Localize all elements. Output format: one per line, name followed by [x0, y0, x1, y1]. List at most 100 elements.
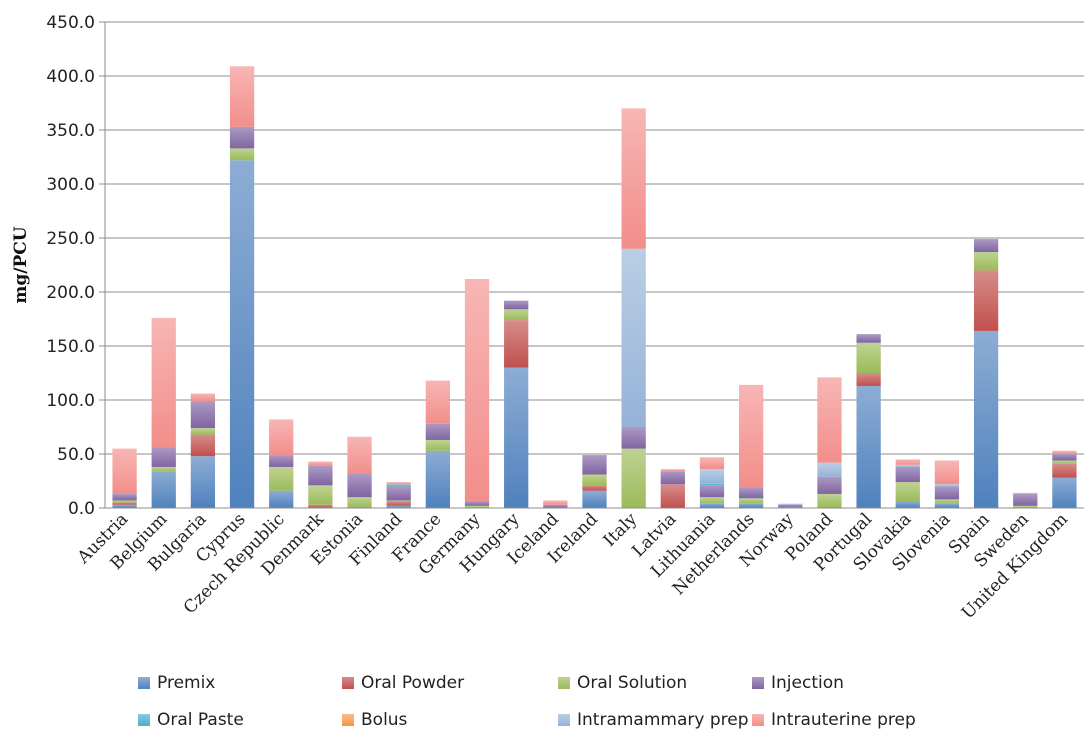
bar-segment	[229, 66, 255, 127]
bar-segment	[347, 506, 372, 508]
bar-segment	[582, 490, 607, 508]
bar-segment	[1052, 450, 1077, 454]
bar-segment	[660, 484, 685, 508]
bar-segment	[1052, 477, 1077, 508]
bar-segment	[582, 485, 607, 491]
bar-segment	[973, 330, 999, 508]
bar-segment	[386, 500, 411, 502]
bar-segment	[543, 504, 568, 508]
bar-segment	[308, 465, 333, 486]
bar-segment	[934, 503, 960, 508]
bar-segment	[386, 482, 411, 485]
bar-segment	[973, 239, 999, 253]
bar-segment	[308, 504, 333, 508]
y-tick-label: 200.0	[46, 283, 95, 303]
y-tick-label: 300.0	[46, 175, 95, 195]
bar-segment	[739, 384, 764, 488]
bar-segment	[934, 460, 960, 485]
bar-segment	[190, 434, 216, 457]
y-tick-label: 400.0	[46, 67, 95, 87]
bar-segment	[739, 498, 764, 504]
bar-segment	[895, 501, 920, 508]
y-tick-label: 100.0	[46, 391, 95, 411]
bar-segment	[699, 457, 725, 470]
bar-segment	[269, 455, 294, 467]
bar-segment	[1013, 493, 1038, 506]
bar-segment	[543, 500, 568, 505]
bar-segment	[190, 401, 216, 429]
bar-segment	[895, 466, 920, 483]
bar-segment	[621, 108, 646, 249]
bar-segment	[425, 450, 450, 508]
y-axis-label: mg/PCU	[11, 226, 31, 303]
bar-segment	[229, 148, 255, 161]
bar-segment	[739, 503, 764, 508]
bar-segment	[934, 499, 960, 504]
bar-segment	[817, 462, 842, 477]
bar-segment	[1013, 505, 1038, 508]
bar-segment	[112, 502, 137, 505]
bar-segment	[778, 503, 803, 505]
y-tick-label: 450.0	[46, 13, 95, 33]
bar-segment	[269, 466, 294, 491]
bar-segment	[699, 503, 725, 508]
bar-segment	[934, 484, 960, 487]
bar-segment	[425, 423, 450, 440]
bar-segment	[778, 506, 803, 508]
bar-segment	[660, 471, 685, 485]
bar-segment	[504, 300, 529, 310]
bar-segment	[190, 456, 216, 508]
bar-segment	[386, 505, 411, 508]
bar-segment	[621, 448, 646, 508]
bar-segment	[464, 279, 490, 502]
bar-segment	[1052, 454, 1077, 461]
bar-segment	[504, 367, 529, 508]
y-tick-label: 50.0	[57, 445, 95, 465]
bar-segment	[973, 252, 999, 271]
bar-segment	[582, 474, 607, 486]
bar-segment	[699, 485, 725, 498]
bar-segment	[504, 309, 529, 321]
bar-segment	[229, 160, 255, 509]
bar-segment	[856, 385, 881, 508]
bar-segment	[347, 497, 372, 507]
bar-segment	[1052, 463, 1077, 478]
bar-segment	[817, 476, 842, 494]
bar-segment	[386, 501, 411, 506]
bar-segment	[1013, 492, 1038, 494]
bar-segment	[190, 393, 216, 402]
bar-segment	[308, 485, 333, 505]
bar-segment	[347, 436, 372, 474]
bar-segment	[308, 461, 333, 466]
bar-segment	[112, 493, 137, 501]
bar-segment	[269, 490, 294, 508]
bar-segment	[895, 464, 920, 467]
bar-segment	[621, 248, 646, 427]
bar-segment	[582, 455, 607, 475]
bar-segment	[1052, 460, 1077, 464]
bar-segment	[621, 427, 646, 449]
bar-segment	[112, 448, 137, 494]
bar-segment	[151, 447, 176, 467]
bar-segment	[895, 482, 920, 502]
bar-segment	[190, 428, 216, 435]
bar-segment	[504, 320, 529, 368]
bar-segment	[973, 270, 999, 331]
bar-segment	[464, 501, 490, 506]
bar-segment	[425, 380, 450, 424]
y-tick-label: 0.0	[68, 499, 95, 519]
bar-segment	[151, 317, 176, 448]
bar-segment	[112, 500, 137, 503]
bar-segment	[112, 504, 137, 508]
y-tick-label: 150.0	[46, 337, 95, 357]
bar-segment	[386, 486, 411, 501]
bar-segment	[817, 506, 842, 508]
bar-segment	[386, 484, 411, 487]
bar-segment	[856, 334, 881, 343]
bar-segment	[699, 469, 725, 484]
bar-segment	[778, 504, 803, 507]
bar-segment	[934, 486, 960, 500]
bar-segment	[229, 126, 255, 149]
y-tick-label: 250.0	[46, 229, 95, 249]
